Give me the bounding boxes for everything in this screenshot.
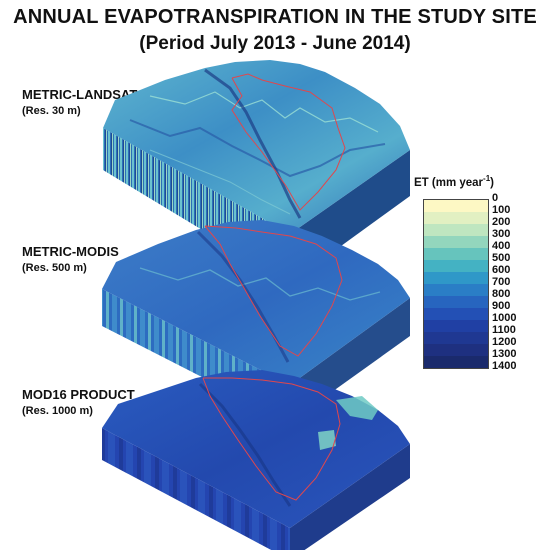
legend-swatch (424, 199, 488, 212)
legend-swatches (423, 198, 489, 369)
legend-swatch (424, 307, 488, 320)
panel-resolution: (Res. 1000 m) (22, 405, 93, 417)
legend: ET (mm year-1) 0 100 200 300 400 500 600 700 800… (414, 174, 524, 372)
legend-swatch (424, 223, 488, 236)
panel-label-landsat: METRIC-LANDSAT (Res. 30 m) (22, 86, 137, 120)
legend-tick-label: 100 (492, 203, 511, 216)
legend-tick-label: 800 (492, 287, 511, 300)
block-top-surface (103, 60, 410, 234)
legend-tick-label: 600 (492, 263, 511, 276)
panel-name: MOD16 PRODUCT (22, 387, 135, 402)
legend-swatch (424, 331, 488, 344)
panel-label-mod16: MOD16 PRODUCT (Res. 1000 m) (22, 386, 135, 420)
legend-swatch (424, 259, 488, 272)
figure-title: ANNUAL EVAPOTRANSPIRATION IN THE STUDY S… (13, 6, 537, 28)
panel-name: METRIC-MODIS (22, 244, 119, 259)
legend-ticks: 0 100 200 300 400 500 600 700 800 900 1000 1100 1200… (492, 192, 516, 372)
watershed-boundary (204, 225, 343, 357)
legend-tick-label: 200 (492, 215, 511, 228)
watershed-boundary (202, 377, 341, 501)
block-front-face (102, 428, 290, 550)
block-top-surface (102, 370, 410, 528)
block-side-face (290, 444, 410, 550)
legend-tick-label: 300 (492, 227, 511, 240)
legend-tick-label: 1300 (492, 347, 517, 360)
panel-resolution: (Res. 500 m) (22, 262, 87, 274)
legend-tick-label: 1400 (492, 359, 517, 372)
legend-tick-label: 900 (492, 299, 511, 312)
legend-title: ET (mm year-1) (414, 174, 524, 189)
figure-subtitle: (Period July 2013 - June 2014) (139, 33, 411, 54)
panel-label-modis: METRIC-MODIS (Res. 500 m) (22, 243, 119, 277)
legend-swatch (424, 247, 488, 260)
legend-tick-label: 1100 (492, 323, 516, 336)
legend-tick-label: 700 (492, 275, 511, 288)
legend-title-exponent: -1 (483, 174, 491, 183)
legend-tick-label: 400 (492, 239, 511, 252)
legend-title-text: ET (mm year (414, 176, 484, 189)
panel-name: METRIC-LANDSAT (22, 87, 138, 102)
legend-title-close: ) (490, 176, 494, 189)
legend-swatch (424, 283, 488, 296)
panel-resolution: (Res. 30 m) (22, 105, 81, 117)
legend-swatch (424, 295, 488, 308)
watershed-boundary (231, 73, 346, 211)
legend-tick-label: 1000 (492, 311, 517, 324)
legend-swatch (424, 211, 488, 224)
terrain-block-mod16 (102, 370, 410, 550)
legend-tick-label: 0 (492, 191, 499, 204)
legend-tick-label: 1200 (492, 335, 517, 348)
legend-swatch (424, 343, 488, 356)
legend-swatch (424, 319, 488, 332)
legend-tick-label: 500 (492, 251, 511, 264)
legend-swatch (424, 235, 488, 248)
legend-swatch (424, 271, 488, 284)
legend-swatch (424, 355, 488, 368)
